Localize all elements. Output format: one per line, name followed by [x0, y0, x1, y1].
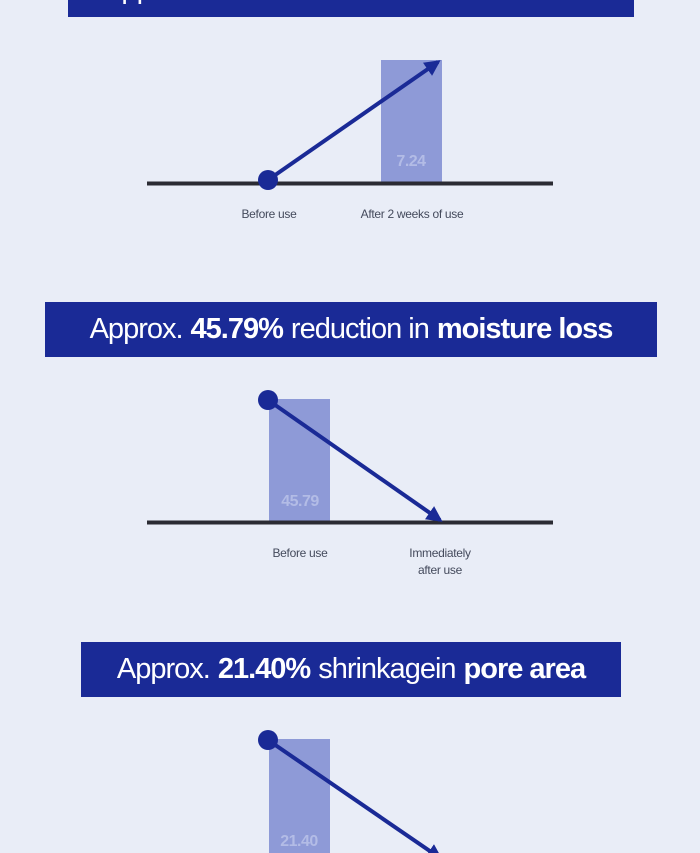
title-part: Approx.	[103, 0, 197, 6]
dot	[258, 170, 278, 190]
arrow	[266, 60, 441, 182]
title-part: shrinkagein	[318, 653, 456, 685]
axis-label: After 2 weeks of use	[360, 207, 464, 221]
arrow	[266, 738, 443, 853]
arrow	[266, 398, 443, 522]
title-part: reduction in	[290, 313, 430, 345]
title-part: 45.79%	[190, 313, 284, 345]
section-title: Approx. 7.24% increase in skin radiance	[68, 0, 634, 17]
title-part: 7.24%	[204, 0, 282, 6]
section-title: Approx. 21.40% shrinkagein pore area	[81, 642, 621, 697]
bar	[269, 399, 330, 522]
axis-label: Before use	[272, 546, 328, 560]
value-label: 7.24	[396, 153, 426, 170]
axis-label: Before use	[241, 207, 297, 221]
title-part: Approx.	[89, 313, 184, 345]
dot	[258, 730, 278, 750]
title-part: moisture loss	[436, 313, 614, 345]
value-label: 21.40	[280, 833, 318, 850]
section-title: Approx. 45.79% reduction in moisture loss	[45, 302, 657, 357]
title-part: increase in	[289, 0, 419, 6]
title-part: pore area	[463, 653, 587, 685]
title-part: 21.40%	[217, 653, 311, 685]
axis-label: Immediately	[409, 546, 471, 560]
title-part: skin radiance	[427, 0, 600, 6]
bar	[269, 739, 330, 853]
dot	[258, 390, 278, 410]
axis-label: after use	[418, 563, 462, 577]
title-part: Approx.	[116, 653, 211, 685]
value-label: 45.79	[281, 493, 319, 510]
